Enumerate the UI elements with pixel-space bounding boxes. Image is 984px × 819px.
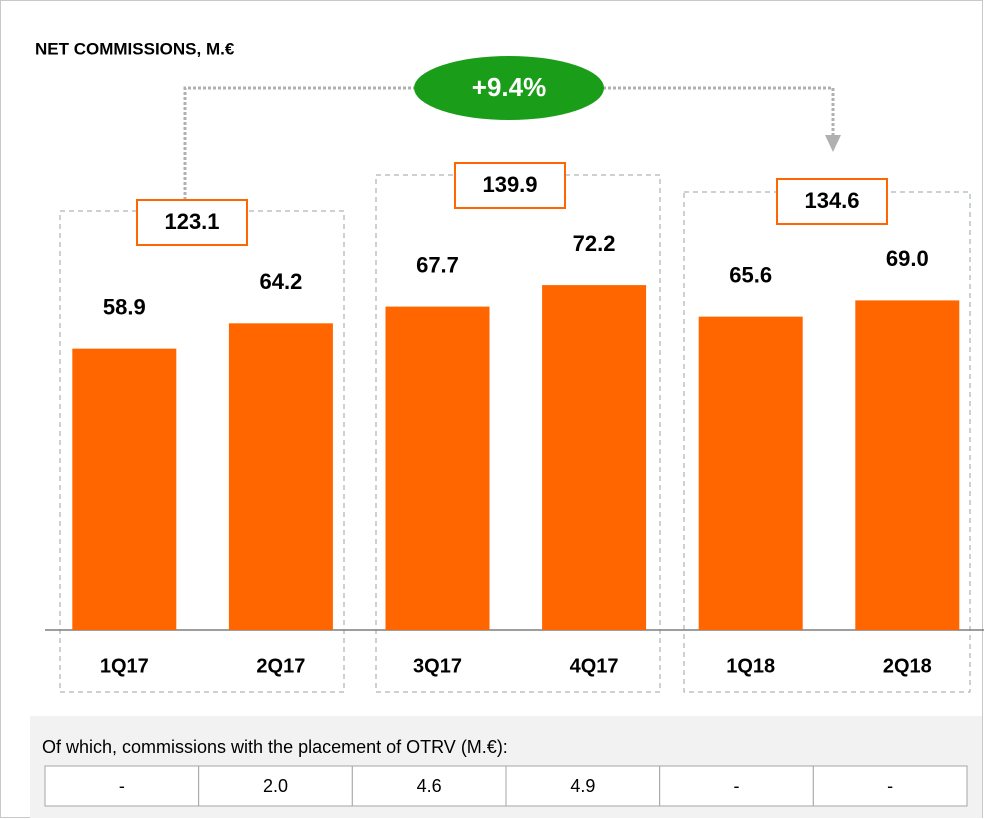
group-box — [683, 191, 971, 693]
x-tick-label: 3Q17 — [413, 655, 462, 677]
table-cell — [812, 765, 968, 807]
bar — [385, 306, 490, 630]
table-cell — [44, 765, 200, 807]
bar — [855, 300, 960, 630]
x-tick-label: 1Q18 — [726, 655, 775, 677]
total-box — [776, 178, 888, 225]
x-tick-label: 2Q18 — [883, 655, 932, 677]
total-label: 139.9 — [482, 172, 537, 197]
bar — [698, 316, 803, 630]
value-label: 58.9 — [103, 294, 146, 319]
group-box — [375, 174, 661, 693]
chart-title: NET COMMISSIONS, M.€ — [35, 39, 235, 58]
growth-badge — [414, 56, 604, 120]
total-label: 134.6 — [804, 188, 859, 213]
value-label: 64.2 — [259, 269, 302, 294]
x-tick-label: 1Q17 — [100, 655, 149, 677]
growth-label: +9.4% — [472, 72, 546, 102]
x-tick-label: 2Q17 — [256, 655, 305, 677]
table-cell — [505, 765, 661, 807]
table-cell — [198, 765, 353, 807]
total-box — [454, 162, 566, 209]
arrow-head — [825, 135, 841, 152]
value-label: 72.2 — [573, 231, 616, 256]
bar — [72, 348, 177, 630]
table-cell-text: 4.6 — [417, 776, 442, 796]
x-tick-label: 4Q17 — [570, 655, 619, 677]
table-cell-text: 2.0 — [263, 776, 288, 796]
table-cell-text: 4.9 — [570, 776, 595, 796]
group-box — [59, 210, 345, 693]
total-label: 123.1 — [164, 209, 219, 234]
value-label: 65.6 — [729, 262, 772, 287]
table-cell-text: - — [887, 776, 893, 796]
bar — [228, 323, 333, 630]
table-cell-text: - — [734, 776, 740, 796]
bar — [542, 285, 647, 630]
table-cell-text: - — [119, 776, 125, 796]
value-label: 67.7 — [416, 252, 459, 277]
value-label: 69.0 — [886, 246, 929, 271]
total-box — [136, 199, 248, 246]
table-caption: Of which, commissions with the placement… — [42, 737, 508, 757]
